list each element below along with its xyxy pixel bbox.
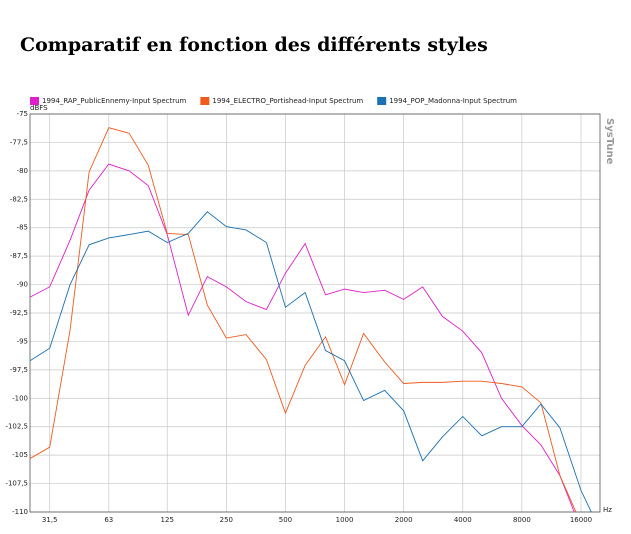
legend-label: 1994_RAP_PublicEnnemy-Input Spectrum: [42, 97, 187, 105]
y-tick-label: -77,5: [10, 138, 28, 146]
legend-swatch: [377, 97, 387, 105]
series-line: [30, 127, 577, 512]
legend-label: 1994_POP_Madonna-Input Spectrum: [389, 97, 517, 105]
plot-area: [30, 127, 592, 512]
legend-label: 1994_ELECTRO_Portishead-Input Spectrum: [212, 97, 363, 105]
watermark: SysTune: [604, 118, 615, 165]
y-tick-label: -97,5: [10, 366, 28, 374]
x-tick-label: 250: [220, 516, 233, 524]
legend-swatch: [200, 97, 210, 105]
x-tick-label: 63: [104, 516, 113, 524]
x-tick-label: 1000: [336, 516, 354, 524]
y-tick-label: -92,5: [10, 309, 28, 317]
y-tick-label: -87,5: [10, 252, 28, 260]
y-tick-label: -95: [17, 337, 28, 345]
y-tick-label: -105: [12, 451, 28, 459]
plot-frame: [29, 113, 601, 513]
y-tick-label: -110: [12, 508, 28, 516]
series-line: [30, 211, 592, 512]
legend-swatch: [30, 97, 39, 105]
x-tick-label: 500: [279, 516, 292, 524]
y-tick-label: -102,5: [5, 423, 28, 431]
x-axis-label: Hz: [603, 506, 612, 514]
chart-title: Comparatif en fonction des différents st…: [20, 34, 488, 56]
x-tick-label: 31,5: [42, 516, 58, 524]
series-line: [30, 163, 575, 512]
y-axis-label: dBFS: [30, 104, 48, 112]
y-tick-label: -82,5: [10, 195, 28, 203]
x-tick-label: 16000: [570, 516, 592, 524]
x-tick-label: 2000: [395, 516, 413, 524]
x-tick-label: 4000: [454, 516, 472, 524]
y-tick-label: -90: [17, 281, 28, 289]
x-tick-label: 125: [161, 516, 174, 524]
x-tick-label: 8000: [513, 516, 531, 524]
y-tick-label: -80: [17, 167, 28, 175]
y-tick-label: -107,5: [5, 480, 28, 488]
y-tick-label: -85: [17, 224, 28, 232]
y-tick-label: -100: [12, 394, 28, 402]
y-tick-label: -75: [17, 110, 28, 118]
